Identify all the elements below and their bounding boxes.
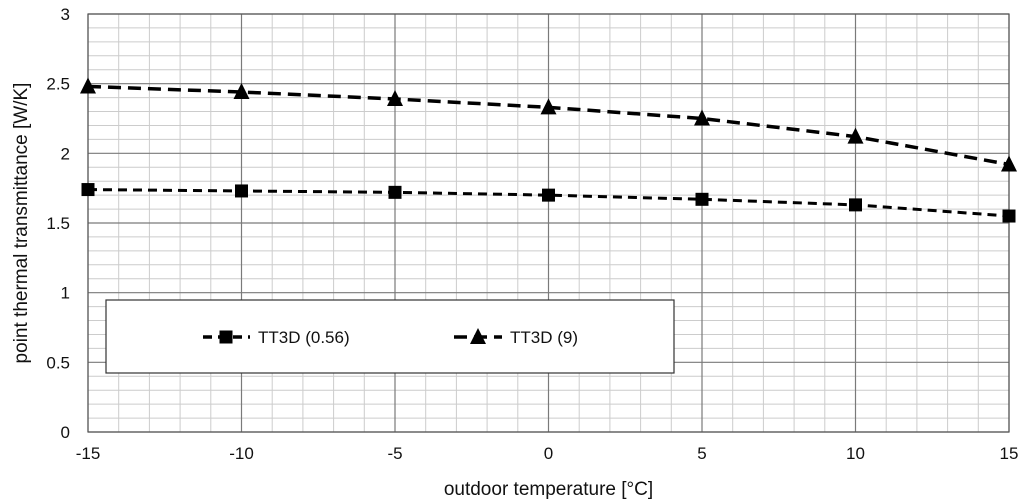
data-point [542,188,555,202]
legend-box [105,299,675,374]
x-tick-label: -15 [76,444,101,463]
data-point [1002,209,1016,223]
x-axis-title: outdoor temperature [°C] [444,479,653,500]
x-tick-label: 0 [544,444,553,463]
legend-entry: TT3D (9) [454,328,578,347]
series-tt3d-9 [80,77,1017,172]
y-tick-label: 2 [61,144,70,163]
y-axis-title: point thermal transmittance [W/K] [11,83,32,364]
y-tick-label: 0.5 [46,353,70,372]
series-tt3d-0-56 [81,183,1016,223]
legend-label: TT3D (0.56) [258,328,350,347]
x-tick-label: 5 [697,444,706,463]
data-point [81,183,95,197]
plot-frame [87,13,1010,433]
y-tick-label: 0 [61,423,70,442]
data-point [388,185,402,199]
data-point [540,98,557,115]
legend-marker [470,328,486,344]
data-point [694,109,710,126]
y-tick-label: 3 [61,5,70,24]
x-tick-label: -5 [387,444,402,463]
y-tick-label: 1 [61,284,70,303]
y-tick-label: 2.5 [46,75,70,94]
data-point [80,77,96,94]
x-tick-label: 15 [1000,444,1019,463]
data-point [387,89,403,106]
data-point [235,184,248,198]
data-point [1001,155,1017,172]
x-tick-label: -10 [229,444,254,463]
legend-marker [219,330,233,344]
series [80,77,1017,223]
y-tick-label: 1.5 [46,214,70,233]
data-point [847,127,864,144]
legend-entry: TT3D (0.56) [203,328,350,347]
data-point [849,198,862,212]
x-tick-label: 10 [846,444,865,463]
legend: TT3D (0.56) TT3D (9) [105,299,675,374]
legend-label: TT3D (9) [510,328,578,347]
data-point [695,192,709,206]
data-point [233,83,250,100]
axes: -15 -10 -5 0 5 10 15 0 0.5 1 1.5 2 2.5 3 [46,5,1018,463]
